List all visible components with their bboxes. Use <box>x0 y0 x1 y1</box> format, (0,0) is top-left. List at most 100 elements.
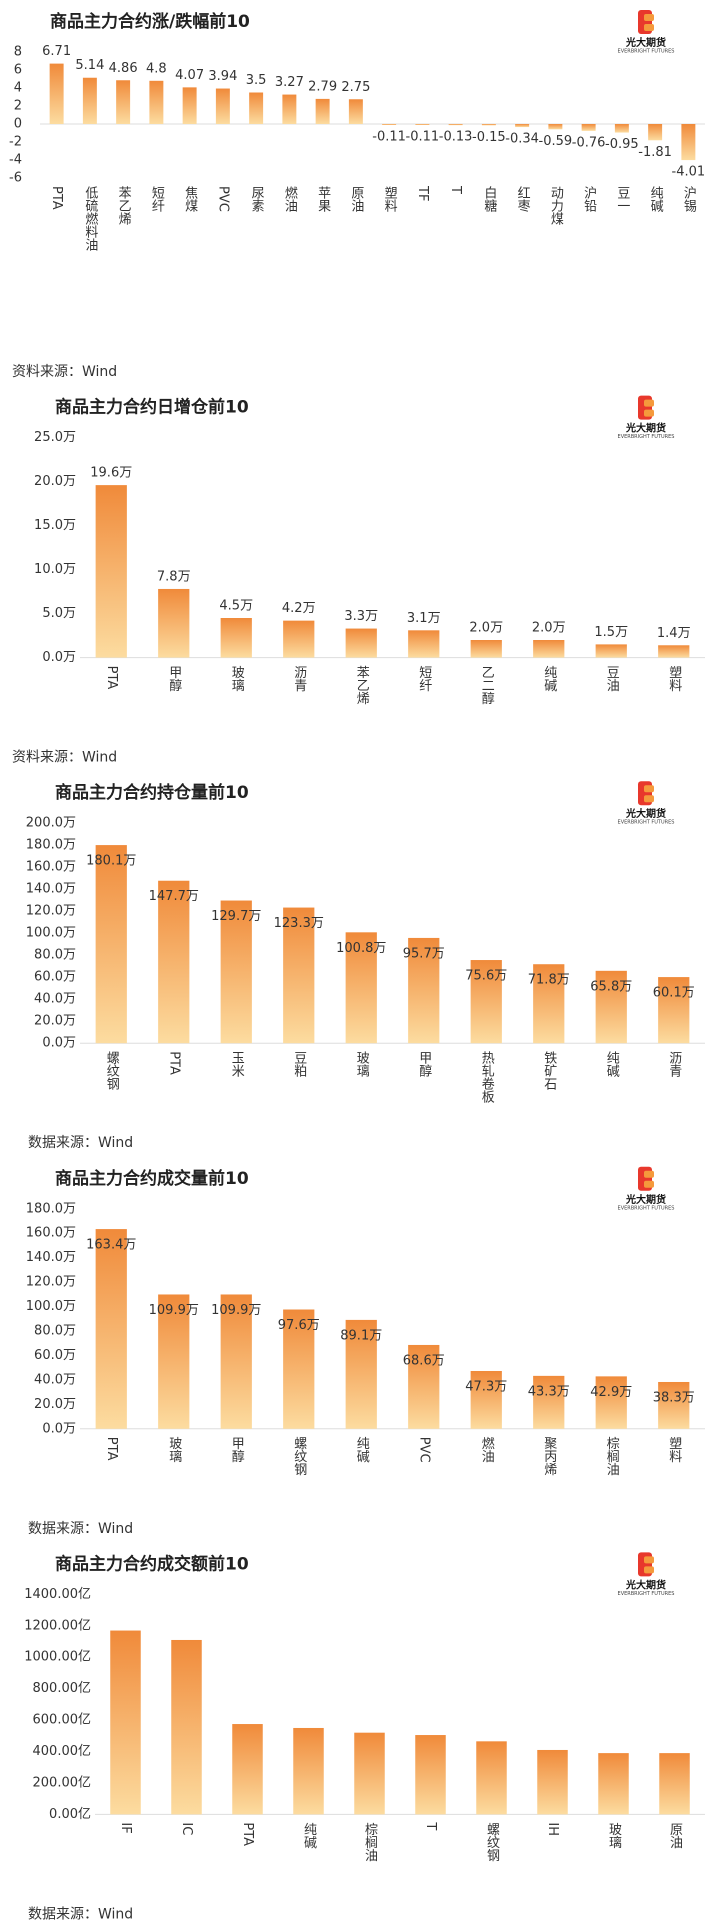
value-label: 3.27 <box>275 75 304 90</box>
source-note: 资料来源：Wind <box>12 364 117 380</box>
x-tick-label: 纯碱 <box>354 1437 370 1463</box>
y-tick-label: 120.0万 <box>26 904 76 919</box>
logo-mark <box>644 409 654 417</box>
value-label: 4.07 <box>175 68 204 83</box>
bar <box>49 63 64 124</box>
x-tick-label: 玻璃 <box>166 1437 182 1463</box>
value-label: 3.5 <box>246 73 267 88</box>
value-label: 2.0万 <box>469 621 503 636</box>
x-tick-label: 甲醇 <box>229 1437 245 1463</box>
logo-name: 光大期货 <box>625 1578 666 1591</box>
x-tick-label: 热轧卷板 <box>479 1051 495 1104</box>
logo-subtitle: EVERBRIGHT FUTURES <box>618 820 675 826</box>
x-tick-label: 豆油 <box>604 666 620 692</box>
bar <box>283 1309 315 1429</box>
value-label: 95.7万 <box>403 946 445 961</box>
value-label: -0.11 <box>406 129 440 144</box>
x-tick-label: 螺纹钢 <box>484 1822 500 1862</box>
bar <box>515 124 530 128</box>
y-tick-label: 25.0万 <box>34 430 76 445</box>
bar <box>415 1735 446 1815</box>
y-tick-label: 1000.00亿 <box>24 1650 91 1665</box>
y-tick-label: 0 <box>14 117 22 132</box>
logo-mark <box>644 1566 654 1574</box>
y-tick-label: 200.0万 <box>26 816 76 831</box>
value-label: 6.71 <box>42 44 71 59</box>
logo-subtitle: EVERBRIGHT FUTURES <box>618 1591 675 1597</box>
logo-mark <box>644 795 654 803</box>
bar <box>408 937 440 1044</box>
bar <box>158 1294 190 1429</box>
bar <box>581 124 596 131</box>
bar <box>448 124 463 126</box>
value-label: 60.1万 <box>653 986 695 1001</box>
value-label: 4.86 <box>109 61 138 76</box>
x-tick-label: 聚丙烯 <box>541 1437 557 1476</box>
bar <box>533 640 565 658</box>
x-tick-label: 动力煤 <box>548 186 564 225</box>
x-tick-label: PVC <box>416 1437 431 1463</box>
bar <box>533 1375 565 1429</box>
bar <box>220 618 252 658</box>
y-tick-label: 180.0万 <box>26 838 76 853</box>
x-tick-label: 螺纹钢 <box>104 1051 120 1091</box>
y-tick-label: 100.0万 <box>26 1299 76 1314</box>
chart-title: 商品主力合约成交量前10 <box>55 1168 249 1189</box>
y-tick-label: 600.00亿 <box>33 1713 92 1728</box>
bar <box>232 1724 263 1815</box>
logo-mark <box>644 1180 654 1188</box>
value-label: 71.8万 <box>528 973 570 988</box>
y-tick-label: 60.0万 <box>34 1348 76 1363</box>
x-tick-label: 甲醇 <box>166 666 182 692</box>
x-tick-label: 短纤 <box>416 666 432 692</box>
logo-mark <box>644 14 654 21</box>
x-tick-label: 沥青 <box>291 666 307 692</box>
value-label: 38.3万 <box>653 1390 695 1405</box>
bar <box>220 900 252 1044</box>
value-label: 65.8万 <box>590 979 632 994</box>
value-label: 68.6万 <box>403 1353 445 1368</box>
value-label: -0.13 <box>439 130 473 145</box>
bar <box>681 124 696 161</box>
bar <box>95 1229 127 1429</box>
x-tick-label: 乙二醇 <box>479 666 495 705</box>
x-tick-label: 沪锡 <box>681 185 697 212</box>
value-label: 147.7万 <box>149 889 199 904</box>
logo-name: 光大期货 <box>625 807 666 820</box>
y-tick-label: 0.00亿 <box>49 1807 91 1822</box>
bar <box>595 644 627 658</box>
x-tick-label: PVC <box>215 186 230 212</box>
value-label: 4.2万 <box>282 601 316 616</box>
value-label: 4.8 <box>146 61 167 76</box>
source-note: 数据来源：Wind <box>28 1521 133 1537</box>
value-label: 43.3万 <box>528 1384 570 1399</box>
x-tick-label: PTA <box>104 666 119 690</box>
value-label: 97.6万 <box>278 1318 320 1333</box>
x-tick-label: 玉米 <box>229 1051 245 1077</box>
value-label: 1.5万 <box>594 625 628 640</box>
value-label: 2.79 <box>308 79 337 94</box>
bar <box>408 1344 440 1429</box>
x-tick-label: 螺纹钢 <box>291 1437 307 1477</box>
y-tick-label: 80.0万 <box>34 948 76 963</box>
bar <box>283 907 315 1044</box>
y-tick-label: 1200.00亿 <box>24 1618 91 1633</box>
y-tick-label: 0.0万 <box>42 1036 76 1051</box>
bar <box>659 1753 690 1815</box>
value-label: -0.11 <box>372 129 406 144</box>
x-tick-label: 玻璃 <box>354 1051 370 1077</box>
y-tick-label: 120.0万 <box>26 1275 76 1290</box>
source-note: 数据来源：Wind <box>28 1906 133 1922</box>
bar <box>415 124 430 125</box>
logo-mark <box>644 1170 654 1178</box>
y-tick-label: 180.0万 <box>26 1201 76 1216</box>
bar <box>158 588 190 658</box>
value-label: 3.1万 <box>407 611 441 626</box>
x-tick-label: 苹果 <box>315 186 331 212</box>
logo-mark <box>644 1556 654 1564</box>
bar <box>481 124 496 126</box>
bar <box>315 98 330 124</box>
